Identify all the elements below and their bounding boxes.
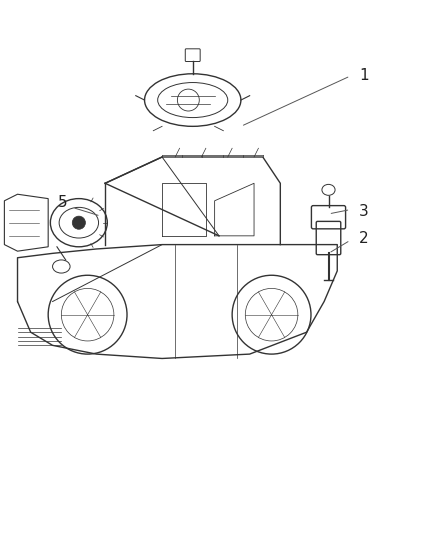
Circle shape [72,216,85,229]
Text: 3: 3 [359,204,369,219]
Text: 5: 5 [58,196,68,211]
Text: 1: 1 [359,68,369,84]
Text: 2: 2 [359,231,369,246]
